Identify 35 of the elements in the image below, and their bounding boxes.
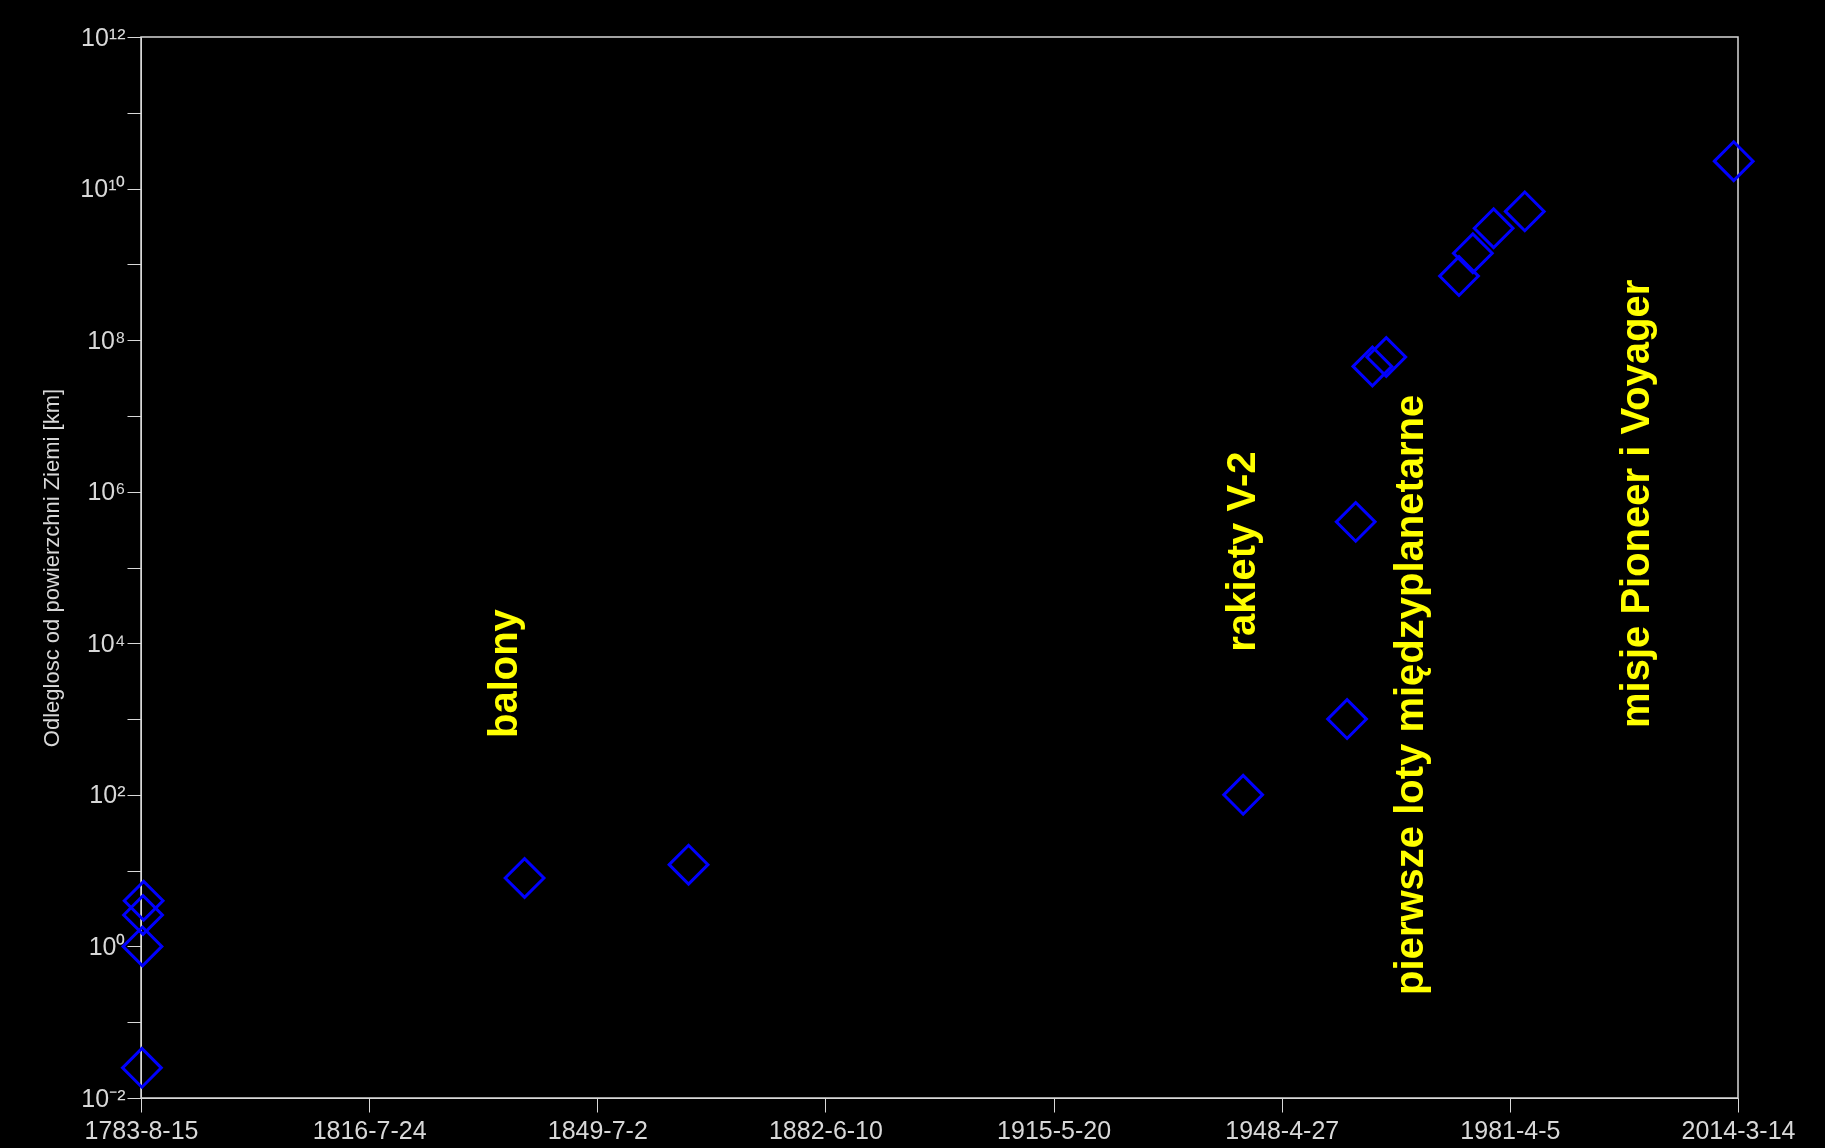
annotation: balony	[481, 608, 526, 739]
annotation: rakiety V-2	[1218, 451, 1263, 652]
point	[1365, 336, 1408, 378]
point	[1351, 345, 1394, 388]
point	[1334, 501, 1377, 543]
y-tick-label: 10²	[89, 780, 126, 809]
y-tick-label: 10¹⁰	[80, 174, 126, 203]
point	[122, 879, 165, 922]
x-tick-label: 1915-5-20	[997, 1115, 1112, 1144]
x-tick-label: 1816-7-24	[312, 1115, 427, 1144]
y-tick-label: 10⁻²	[81, 1083, 126, 1112]
point	[667, 843, 710, 886]
y-tick-label: 10⁰	[88, 931, 126, 960]
x-tick-label: 1882-6-10	[768, 1115, 883, 1144]
point	[1472, 207, 1515, 250]
point	[1438, 255, 1480, 297]
point	[121, 1046, 163, 1089]
y-tick-label: 10⁴	[86, 628, 126, 657]
point	[1326, 698, 1368, 740]
y-tick-label: 10⁶	[87, 477, 126, 506]
point	[1503, 190, 1546, 233]
point	[1222, 773, 1265, 816]
x-tick-label: 1981-4-5	[1460, 1115, 1561, 1144]
point	[1451, 232, 1494, 275]
y-axis-title: Odleglosc od powierzchni Ziemi [km]	[39, 388, 65, 748]
annotation: pierwsze loty międzyplanetarne	[1386, 394, 1431, 995]
x-tick-label: 1849-7-2	[547, 1115, 648, 1144]
y-tick-label: 10¹²	[81, 22, 126, 51]
x-tick-label: 2014-3-14	[1681, 1115, 1796, 1144]
x-tick-label: 1948-4-27	[1225, 1115, 1340, 1144]
annotation: misje Pioneer i Voyager	[1613, 279, 1658, 729]
y-tick-label: 10⁸	[87, 325, 126, 354]
point	[503, 857, 546, 899]
point	[1712, 140, 1755, 183]
x-tick-label: 1783-8-15	[84, 1115, 199, 1144]
